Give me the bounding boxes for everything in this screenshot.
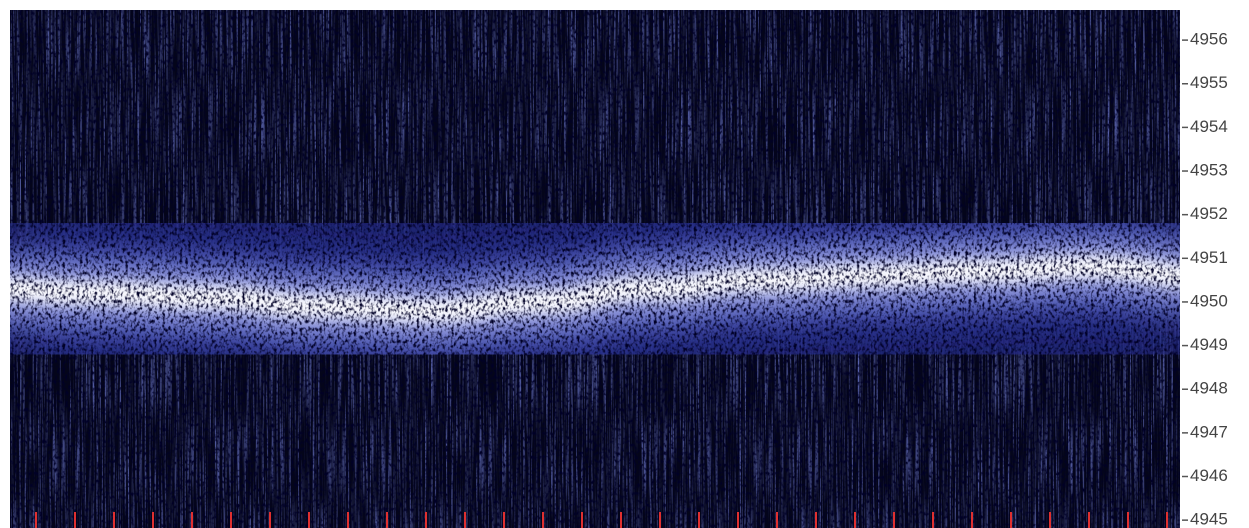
- y-tick-label: 4954: [1190, 117, 1228, 136]
- speckle: [10, 10, 1180, 528]
- y-tick-label: 4948: [1190, 379, 1228, 398]
- y-tick-label: 4946: [1190, 466, 1228, 485]
- y-tick-label: 4947: [1190, 422, 1228, 441]
- y-tick-label: 4945: [1190, 510, 1228, 528]
- time-markers: [35, 512, 1168, 528]
- y-tick-label: 4956: [1190, 30, 1228, 49]
- y-tick-label: 4950: [1190, 291, 1228, 310]
- y-tick-label: 4953: [1190, 161, 1228, 180]
- y-tick-label: 4955: [1190, 73, 1228, 92]
- plot-area: [10, 10, 1180, 528]
- y-tick-label: 4951: [1190, 248, 1228, 267]
- y-tick-label: 4949: [1190, 335, 1228, 354]
- y-tick-label: 4952: [1190, 204, 1228, 223]
- frequency-axis: 4945 4946 4947 4948 4949 4950 4951 4952 4953 4954…: [1182, 30, 1228, 528]
